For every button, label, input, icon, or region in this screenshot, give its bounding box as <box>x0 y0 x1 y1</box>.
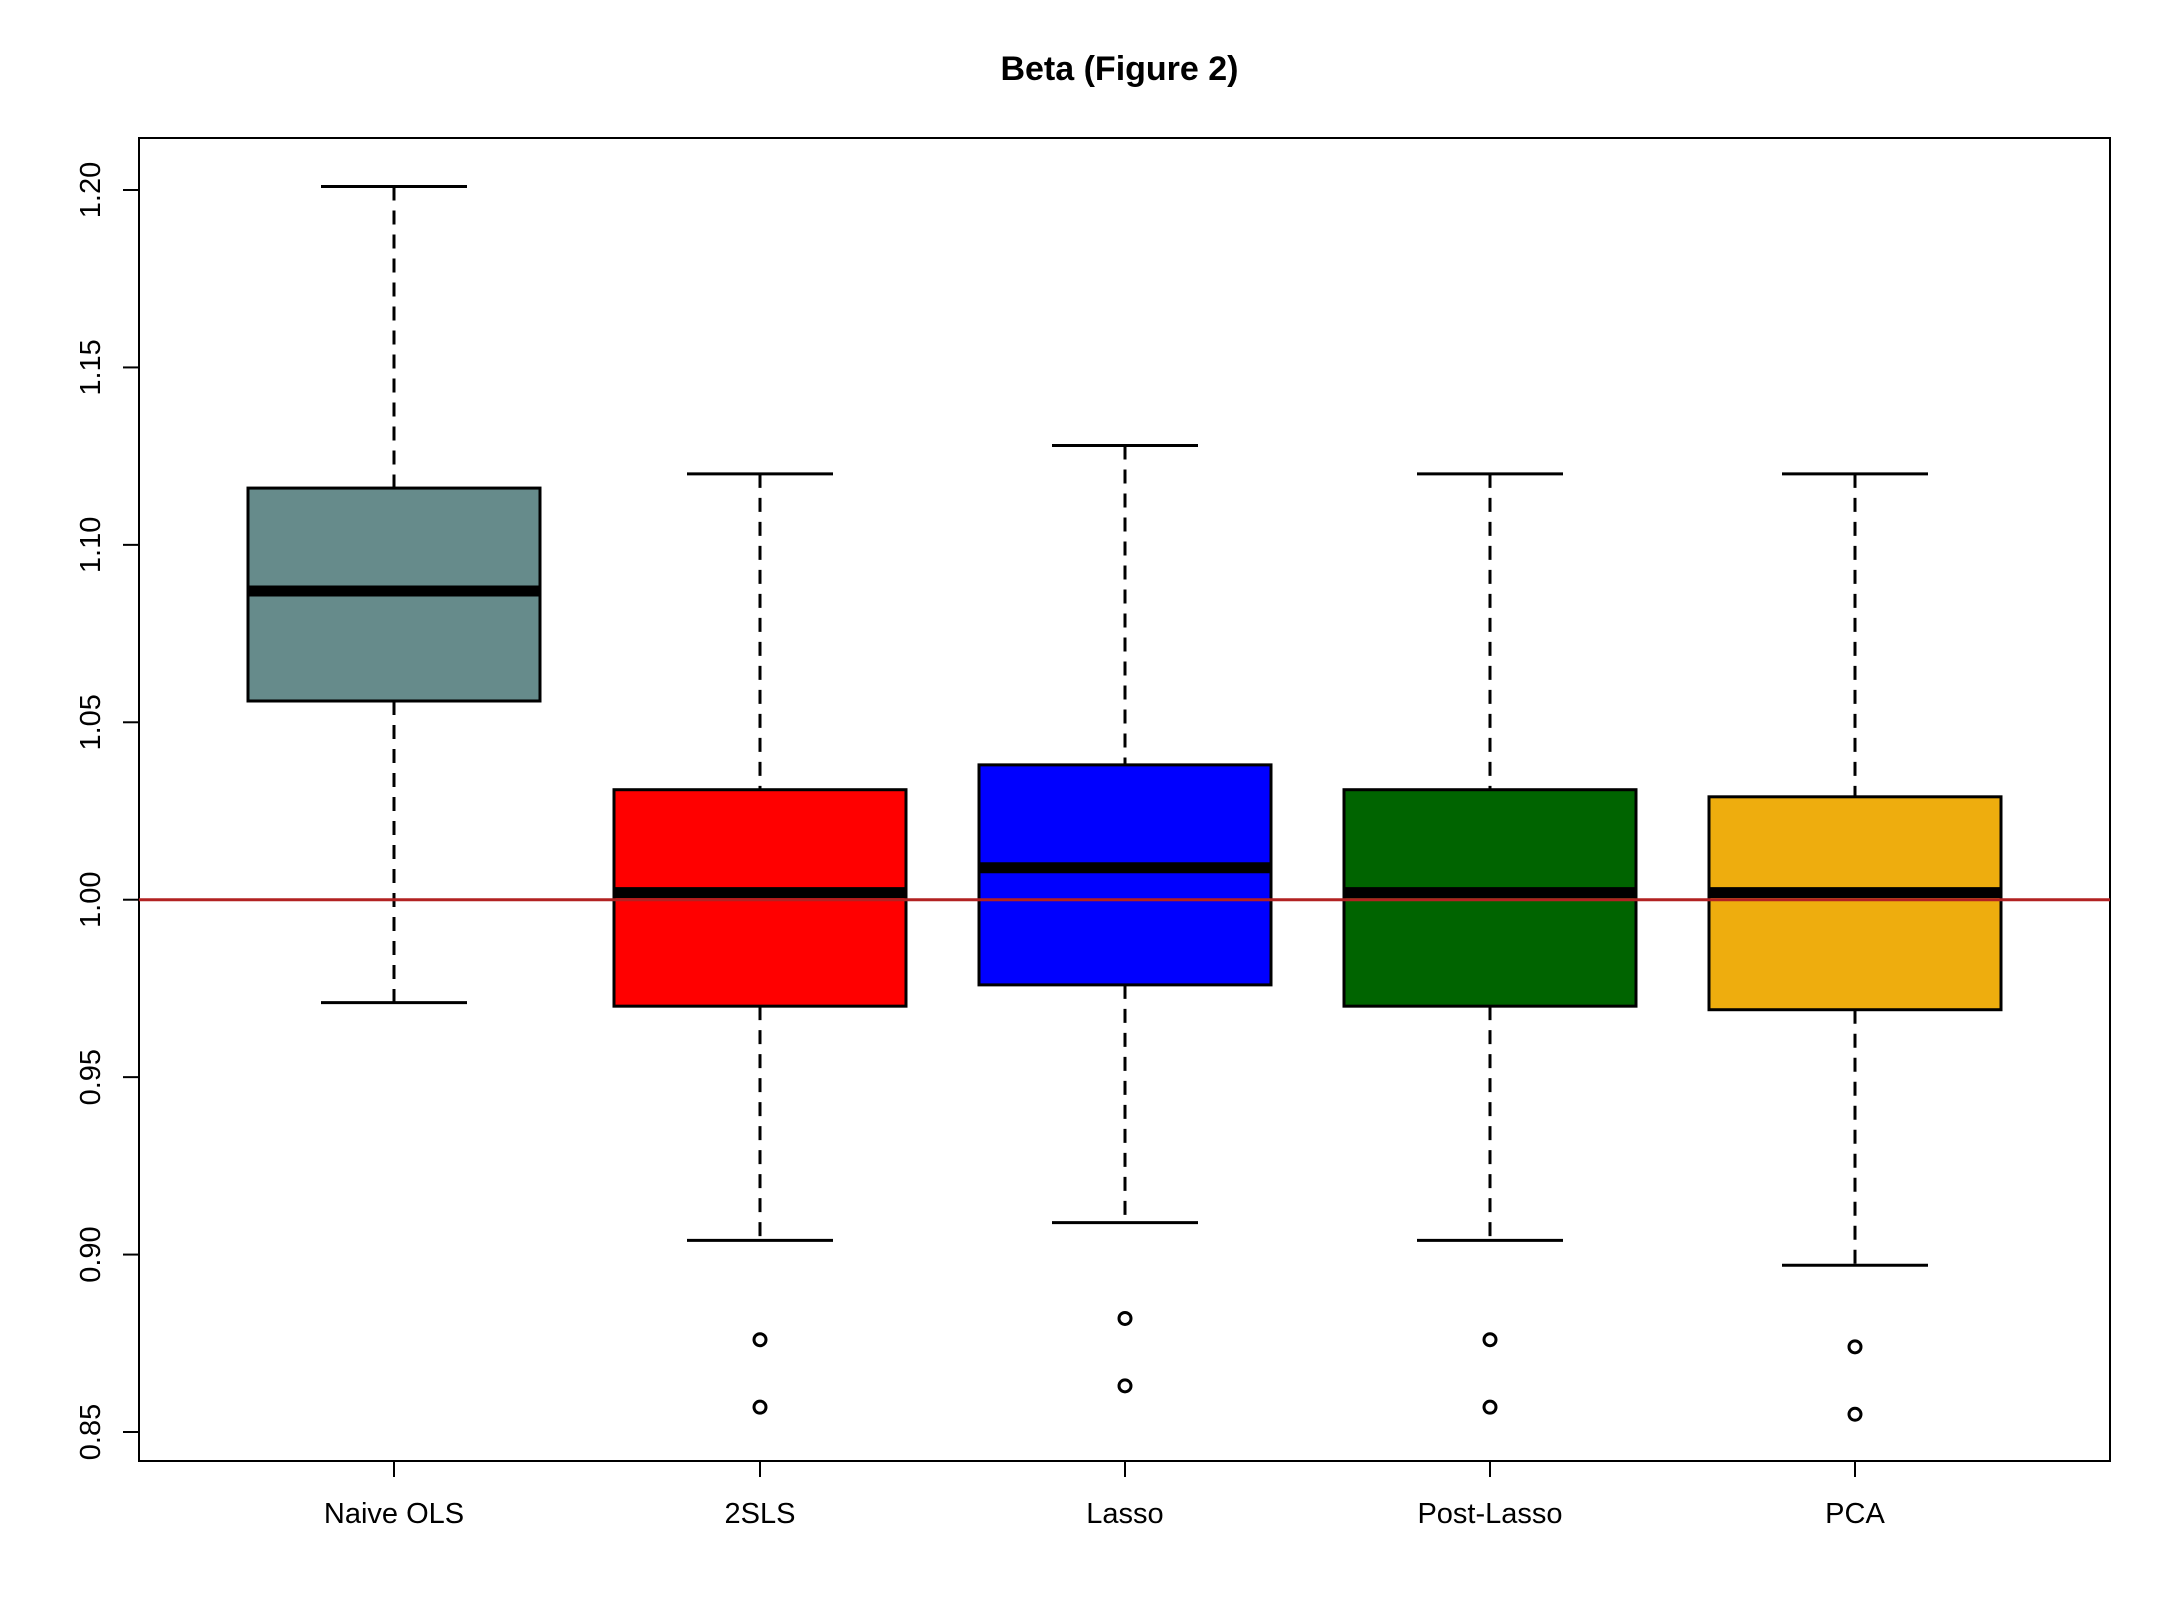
outlier-point <box>1847 1406 1863 1422</box>
box-iqr <box>1707 795 2003 1012</box>
y-tick-label: 1.10 <box>75 517 107 573</box>
box-iqr <box>977 763 1273 987</box>
outlier-point <box>1117 1378 1133 1394</box>
outlier-point <box>752 1399 768 1415</box>
outlier-point <box>752 1332 768 1348</box>
y-axis: 0.85 0.90 0.95 1.00 1.05 1.10 1.15 1.20 <box>75 162 140 1460</box>
x-tick-label: PCA <box>1825 1498 1885 1530</box>
box-pca <box>1707 472 2003 1422</box>
y-tick-label: 1.05 <box>75 694 107 750</box>
outlier-point <box>1482 1332 1498 1348</box>
x-tick-label: Post-Lasso <box>1417 1498 1562 1530</box>
x-tick-label: 2SLS <box>725 1498 796 1530</box>
outlier-point <box>1482 1399 1498 1415</box>
boxes <box>246 184 2003 1422</box>
y-tick-label: 1.20 <box>75 162 107 218</box>
outlier-point <box>1117 1310 1133 1326</box>
x-tick-label: Naive OLS <box>324 1498 464 1530</box>
outlier-point <box>1847 1339 1863 1355</box>
box-naive-ols <box>246 184 542 1005</box>
y-tick-label: 0.85 <box>75 1404 107 1460</box>
box-lasso <box>977 443 1273 1394</box>
x-axis: Naive OLS 2SLS Lasso Post-Lasso PCA <box>324 1461 1885 1530</box>
y-tick-label: 0.90 <box>75 1226 107 1282</box>
y-tick-label: 1.15 <box>75 339 107 395</box>
y-tick-label: 0.95 <box>75 1049 107 1105</box>
chart-title: Beta (Figure 2) <box>1000 50 1239 88</box>
x-tick-label: Lasso <box>1086 1498 1163 1530</box>
y-tick-label: 1.00 <box>75 871 107 927</box>
box-post-lasso <box>1342 472 1638 1415</box>
box-2sls <box>612 472 908 1415</box>
